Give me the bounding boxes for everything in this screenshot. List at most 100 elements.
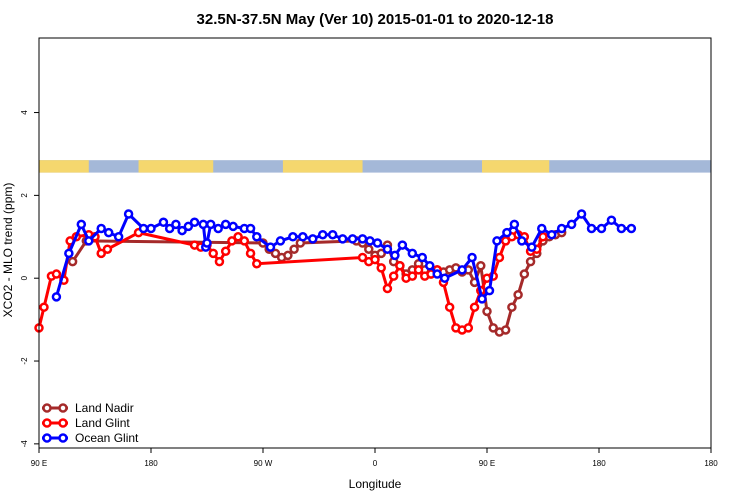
data-point <box>347 234 358 244</box>
data-point <box>425 261 435 271</box>
data-point <box>492 236 502 246</box>
data-point <box>252 258 262 269</box>
x-tick-label: 90 E <box>31 459 47 468</box>
data-point <box>146 223 156 234</box>
data-point <box>382 244 393 254</box>
data-point <box>171 219 181 230</box>
data-point <box>208 248 218 259</box>
data-point <box>390 250 400 261</box>
data-point <box>51 292 62 302</box>
y-axis-label: XCO2 - MLO trend (ppm) <box>1 183 15 318</box>
data-point <box>289 244 299 254</box>
data-point <box>566 219 577 230</box>
legend-marker <box>42 403 52 413</box>
data-point <box>463 323 474 333</box>
x-tick-label: 90 W <box>254 459 273 468</box>
data-point <box>102 244 113 254</box>
data-point <box>509 219 520 230</box>
data-point <box>96 248 106 259</box>
data-point <box>202 238 212 248</box>
land-band <box>482 160 550 173</box>
data-point <box>467 252 477 263</box>
data-point <box>488 323 498 333</box>
data-point <box>417 252 428 263</box>
data-point <box>439 273 450 283</box>
data-point <box>220 219 231 230</box>
data-point <box>407 248 418 259</box>
data-point <box>308 234 318 244</box>
data-point <box>457 265 467 275</box>
data-point <box>502 227 512 238</box>
data-point <box>372 238 383 248</box>
data-point <box>576 209 587 219</box>
land-band <box>282 160 363 173</box>
data-point <box>546 229 557 240</box>
y-tick-label: 2 <box>20 193 29 198</box>
data-point <box>113 232 124 242</box>
data-point <box>517 236 527 246</box>
data-point <box>233 232 243 242</box>
legend-marker <box>58 433 68 443</box>
data-point <box>388 271 399 281</box>
data-point <box>265 242 276 252</box>
data-point <box>500 236 511 246</box>
data-point <box>494 252 505 263</box>
data-point <box>252 232 262 242</box>
legend-item: Land Glint <box>42 416 130 430</box>
x-tick-label: 180 <box>144 459 158 468</box>
data-point <box>337 234 348 244</box>
data-point <box>245 223 256 234</box>
data-point <box>76 219 87 230</box>
data-point <box>507 302 517 312</box>
data-point <box>513 290 523 300</box>
data-point <box>245 248 256 259</box>
series-ocean-glint <box>51 209 637 304</box>
legend-label: Land Nadir <box>75 401 134 415</box>
data-point <box>39 302 49 312</box>
x-tick-label: 180 <box>704 459 718 468</box>
data-point <box>616 223 627 234</box>
x-tick-label: 0 <box>373 459 378 468</box>
legend-item: Land Nadir <box>42 401 134 415</box>
data-point <box>376 263 386 273</box>
data-point <box>158 217 169 228</box>
data-point <box>376 248 386 259</box>
data-point <box>270 248 281 259</box>
data-point <box>525 256 536 267</box>
chart-title: 32.5N-37.5N May (Ver 10) 2015-01-01 to 2… <box>197 11 554 28</box>
data-point <box>357 234 368 244</box>
data-point <box>317 229 328 240</box>
data-point <box>537 223 547 234</box>
data-point <box>96 223 106 234</box>
data-point <box>205 219 216 230</box>
land-ocean-strip <box>39 160 711 173</box>
legend-label: Ocean Glint <box>75 431 139 445</box>
legend-marker <box>58 418 68 428</box>
data-point <box>365 236 375 246</box>
legend-marker <box>42 418 52 428</box>
data-point <box>556 223 567 234</box>
data-point <box>432 269 442 279</box>
data-point <box>103 227 114 238</box>
data-point <box>189 217 200 228</box>
land-band <box>138 160 214 173</box>
y-tick-label: 4 <box>20 110 29 115</box>
data-point <box>527 242 537 252</box>
data-point <box>138 223 149 234</box>
data-point <box>586 223 597 234</box>
data-point <box>413 265 424 275</box>
legend-marker <box>58 403 68 413</box>
data-point <box>407 271 418 281</box>
data-point <box>288 232 298 242</box>
data-point <box>482 306 492 317</box>
data-point <box>64 248 74 259</box>
data-point <box>519 269 530 279</box>
data-point <box>382 283 393 294</box>
data-point <box>606 215 617 225</box>
data-point <box>214 256 225 267</box>
series-land-glint <box>34 227 548 335</box>
x-tick-label: 180 <box>592 459 606 468</box>
x-axis-label: Longitude <box>349 477 402 491</box>
